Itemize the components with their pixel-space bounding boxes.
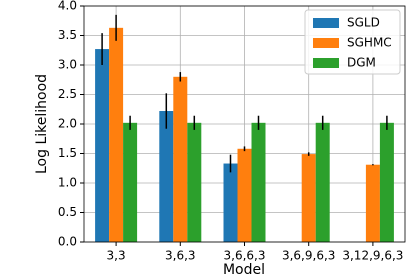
y-tick-label: 0.5: [58, 205, 77, 219]
bar: [237, 148, 252, 242]
x-tick-label: 3,12,9,6,3: [342, 249, 403, 263]
y-tick-label: 2.5: [58, 87, 77, 101]
x-tick-label: 3,6,3: [165, 249, 196, 263]
x-tick-label: 3,3: [107, 249, 126, 263]
legend-swatch: [313, 58, 339, 68]
y-tick-label: 3.5: [58, 28, 77, 42]
bar: [379, 122, 394, 242]
bar: [251, 122, 266, 242]
y-tick-label: 4.0: [58, 0, 77, 13]
bar: [123, 122, 138, 242]
y-tick-label: 3.0: [58, 58, 77, 72]
legend-label: SGHMC: [347, 36, 392, 50]
x-tick-label: 3,6,6,3: [224, 249, 266, 263]
bar: [173, 76, 188, 242]
y-axis-title: Log Likelihood: [34, 74, 50, 174]
x-axis-title: Model: [223, 262, 265, 278]
y-tick-label: 1.5: [58, 146, 77, 160]
bar: [109, 27, 124, 242]
bar: [95, 49, 110, 242]
bar: [187, 122, 202, 242]
bar: [301, 154, 316, 242]
y-tick-label: 2.0: [58, 117, 77, 131]
bar: [223, 163, 238, 242]
legend-swatch: [313, 38, 339, 48]
bar: [159, 111, 174, 243]
legend-swatch: [313, 18, 339, 28]
legend-label: DGM: [347, 56, 376, 70]
bar: [315, 122, 330, 242]
legend-label: SGLD: [347, 16, 380, 30]
y-tick-label: 0.0: [58, 235, 77, 249]
y-tick-label: 1.0: [58, 176, 77, 190]
x-tick-label: 3,6,9,6,3: [282, 249, 335, 263]
bar: [365, 164, 380, 242]
